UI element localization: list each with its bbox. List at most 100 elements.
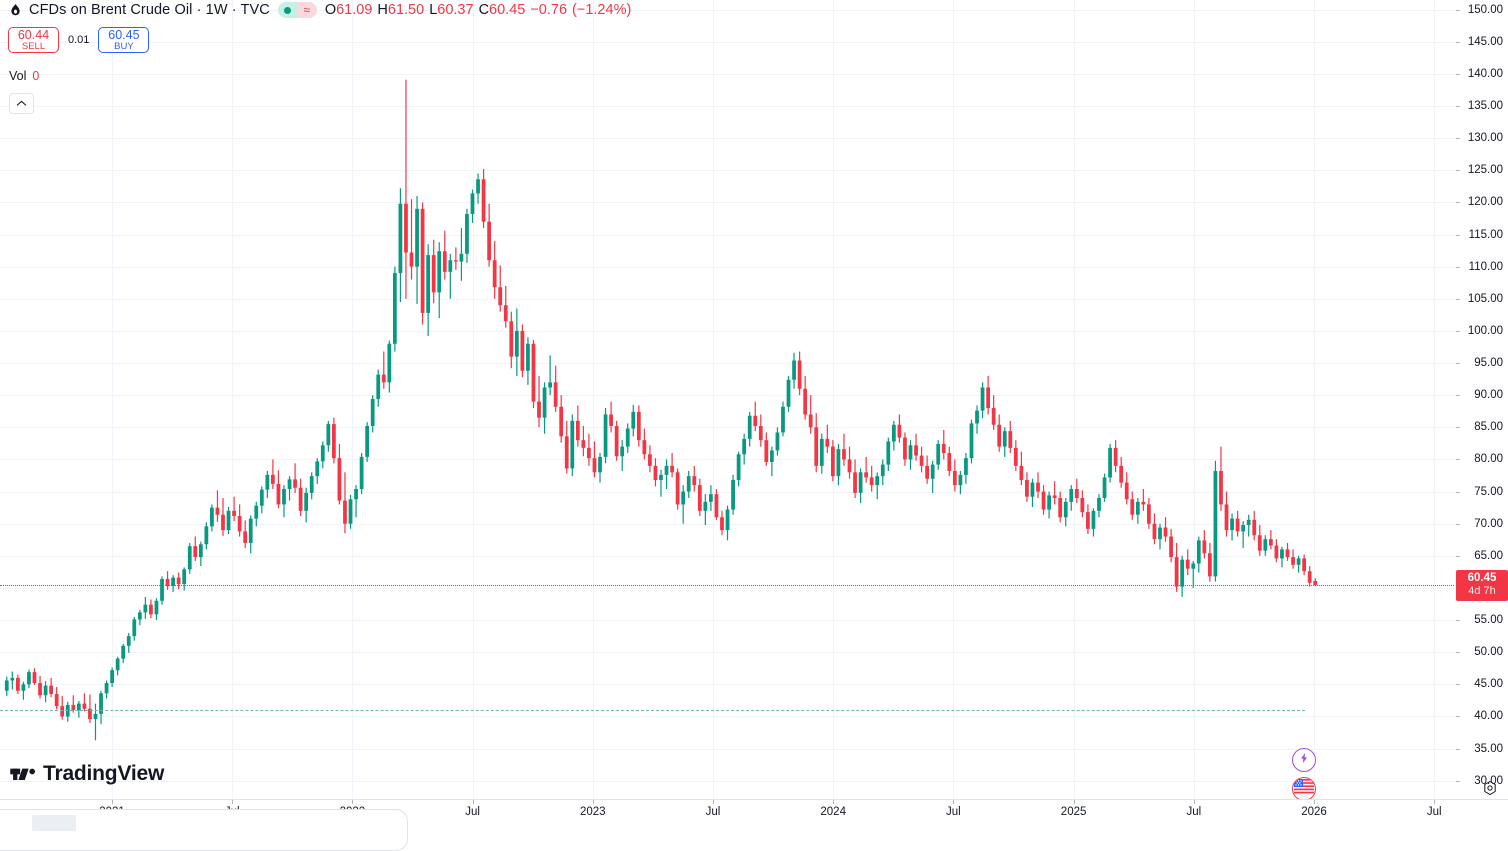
time-axis-tick — [352, 800, 354, 804]
time-axis-tick — [713, 800, 714, 804]
price-axis-label: 65.00 — [1474, 549, 1503, 562]
tradingview-watermark[interactable]: TradingView — [10, 762, 164, 786]
time-axis-label: Jul — [1186, 806, 1202, 818]
volume-value: 0 — [32, 69, 40, 83]
time-axis-tick — [953, 800, 955, 804]
price-axis-label: 95.00 — [1474, 357, 1503, 370]
price-axis-label: 50.00 — [1474, 646, 1503, 659]
time-axis-tick — [232, 800, 234, 804]
buy-label: BUY — [114, 41, 134, 52]
trade-widget: 60.44 SELL 0.01 60.45 BUY — [8, 27, 150, 53]
us-flag-icon — [1294, 778, 1314, 800]
price-axis-tick — [1456, 73, 1460, 75]
time-axis-tick — [1434, 800, 1436, 804]
price-axis-label: 115.00 — [1468, 228, 1503, 241]
overlay-placeholder — [32, 815, 76, 831]
price-axis-label: 45.00 — [1474, 678, 1503, 691]
time-axis-label: 2026 — [1301, 806, 1327, 818]
current-price-value: 60.45 — [1467, 572, 1497, 585]
price-axis-tick — [1456, 330, 1460, 332]
price-axis-tick — [1456, 748, 1460, 750]
time-axis-tick — [833, 800, 835, 804]
price-axis-label: 35.00 — [1474, 742, 1503, 755]
candlestick-series — [4, 79, 1318, 741]
tradingview-logo-icon — [10, 763, 36, 785]
time-axis-tick — [1193, 800, 1195, 804]
open-key: O — [324, 2, 337, 18]
change-percent: (−1.24%) — [572, 2, 632, 18]
time-axis-tick — [472, 800, 474, 804]
floating-badges — [1292, 748, 1316, 801]
open-value: 61.09 — [336, 2, 373, 18]
ohlc-values: O61.09 H61.50 L60.37 C60.45 −0.76 (−1.24%) — [325, 2, 631, 18]
chevron-up-icon — [16, 100, 27, 107]
price-axis-label: 55.00 — [1474, 614, 1503, 627]
price-axis-label: 100.00 — [1467, 324, 1503, 337]
quantity-value[interactable]: 0.01 — [68, 34, 90, 46]
price-axis-label: 30.00 — [1474, 774, 1503, 787]
price-axis-tick — [1456, 41, 1460, 43]
gear-icon[interactable] — [1482, 780, 1498, 796]
price-axis-tick — [1456, 716, 1460, 718]
volume-label: Vol — [9, 69, 27, 83]
price-axis-label: 90.00 — [1474, 389, 1503, 402]
tradingview-drop-icon — [8, 3, 23, 18]
time-axis-label: Jul — [1426, 806, 1442, 818]
price-axis-label: 130.00 — [1467, 132, 1503, 145]
price-axis-tick — [1456, 555, 1460, 557]
price-axis-tick — [1456, 620, 1460, 622]
sell-label: SELL — [21, 41, 46, 52]
time-axis-label: Jul — [705, 806, 721, 818]
price-axis-label: 135.00 — [1467, 100, 1503, 113]
approx-icon: ≈ — [296, 2, 317, 18]
us-flag-badge[interactable] — [1292, 777, 1316, 801]
chart-legend: CFDs on Brent Crude Oil · 1W · TVC ≈ O61… — [8, 2, 631, 18]
price-axis-label: 110.00 — [1468, 260, 1503, 273]
support-dashed-line — [0, 710, 1305, 712]
market-open-dot-icon — [277, 2, 297, 18]
time-axis-tick — [1314, 800, 1315, 804]
time-axis-tick — [112, 800, 113, 804]
current-price-badge: 60.45 4d 7h — [1456, 570, 1508, 602]
sell-price: 60.44 — [17, 27, 50, 42]
lightning-bolt-icon — [1298, 751, 1310, 769]
price-axis-tick — [1456, 427, 1460, 429]
low-value: 60.37 — [437, 2, 474, 18]
chart-pane[interactable] — [0, 0, 1456, 800]
close-value: 60.45 — [489, 2, 526, 18]
close-key: C — [478, 2, 490, 18]
time-axis-label: 2023 — [580, 806, 606, 818]
price-axis-label: 80.00 — [1474, 453, 1503, 466]
low-key: L — [429, 2, 438, 18]
sell-button[interactable]: 60.44 SELL — [8, 27, 59, 53]
lightning-badge[interactable] — [1292, 748, 1316, 772]
price-axis-tick — [1456, 106, 1460, 108]
change-value: −0.76 — [530, 2, 568, 18]
current-price-line — [0, 585, 1456, 587]
price-axis-tick — [1456, 234, 1460, 236]
price-axis-label: 105.00 — [1467, 292, 1503, 305]
collapse-panel-button[interactable] — [9, 93, 34, 114]
price-axis-tick — [1456, 395, 1460, 397]
price-axis-label: 70.00 — [1474, 517, 1503, 530]
price-axis-label: 120.00 — [1467, 196, 1503, 209]
bottom-overlay-panel[interactable] — [0, 809, 408, 851]
price-axis-tick — [1456, 170, 1460, 172]
symbol-title[interactable]: CFDs on Brent Crude Oil · 1W · TVC — [29, 2, 270, 18]
price-axis-tick — [1456, 298, 1460, 300]
price-axis-tick — [1456, 266, 1460, 268]
bar-countdown: 4d 7h — [1468, 585, 1496, 598]
price-axis-tick — [1456, 459, 1460, 461]
time-axis-label: Jul — [465, 806, 480, 818]
time-axis-label: 2024 — [820, 806, 846, 818]
time-axis-label: 2025 — [1060, 806, 1087, 818]
high-value: 61.50 — [387, 2, 425, 18]
market-status-badge[interactable]: ≈ — [277, 2, 317, 18]
time-axis-tick — [592, 800, 594, 804]
price-axis-label: 75.00 — [1474, 485, 1503, 498]
price-axis-label: 40.00 — [1474, 710, 1503, 723]
price-axis[interactable]: 30.0035.0040.0045.0050.0055.0060.0065.00… — [1455, 0, 1508, 800]
buy-price: 60.45 — [108, 27, 140, 42]
price-axis-tick — [1456, 491, 1460, 493]
buy-button[interactable]: 60.45 BUY — [98, 27, 150, 53]
